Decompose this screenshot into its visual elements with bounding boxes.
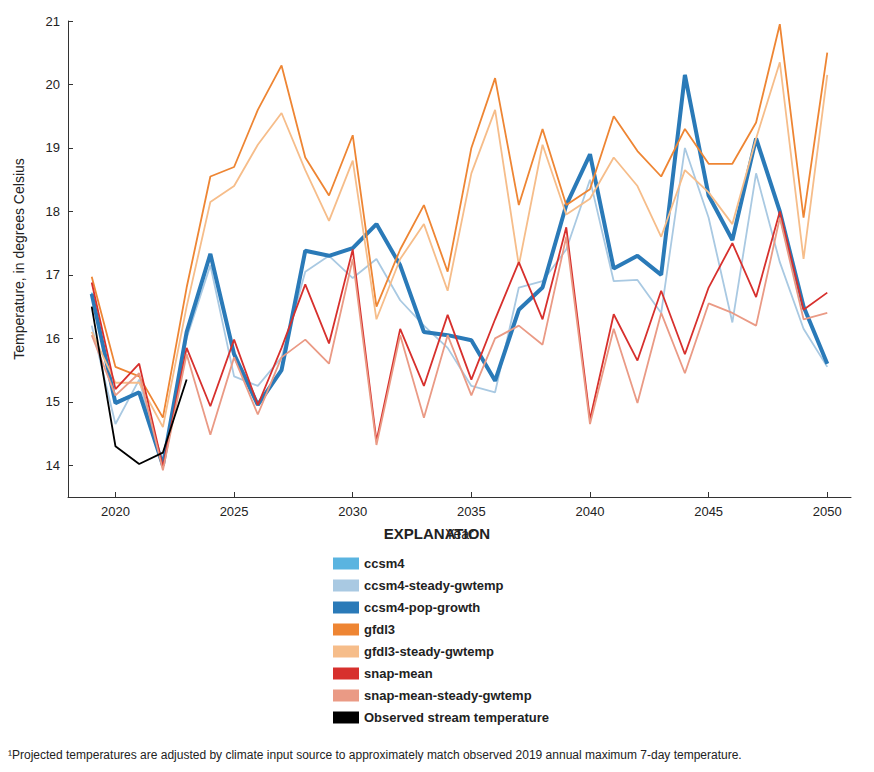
svg-text:Year: Year <box>445 526 474 542</box>
svg-text:2040: 2040 <box>576 504 605 519</box>
svg-text:2030: 2030 <box>338 504 367 519</box>
svg-text:21: 21 <box>46 14 60 29</box>
svg-text:Observed stream temperature: Observed stream temperature <box>364 710 549 725</box>
svg-text:15: 15 <box>46 394 60 409</box>
svg-text:Temperature, in degrees Celsiu: Temperature, in degrees Celsius <box>11 158 27 360</box>
svg-text:18: 18 <box>46 204 60 219</box>
svg-text:20: 20 <box>46 77 60 92</box>
svg-text:ccsm4-pop-growth: ccsm4-pop-growth <box>364 600 480 615</box>
svg-text:snap-mean-steady-gwtemp: snap-mean-steady-gwtemp <box>364 688 532 703</box>
svg-text:14: 14 <box>46 458 60 473</box>
svg-text:17: 17 <box>46 267 60 282</box>
svg-text:gfdl3-steady-gwtemp: gfdl3-steady-gwtemp <box>364 644 494 659</box>
svg-text:2025: 2025 <box>220 504 249 519</box>
svg-text:2035: 2035 <box>457 504 486 519</box>
svg-text:ccsm4: ccsm4 <box>364 556 405 571</box>
svg-text:snap-mean: snap-mean <box>364 666 433 681</box>
svg-text:EXPLANATION: EXPLANATION <box>384 525 490 542</box>
svg-text:ccsm4-steady-gwtemp: ccsm4-steady-gwtemp <box>364 578 503 593</box>
svg-text:16: 16 <box>46 331 60 346</box>
svg-text:19: 19 <box>46 140 60 155</box>
svg-text:2020: 2020 <box>101 504 130 519</box>
svg-text:2050: 2050 <box>813 504 842 519</box>
svg-text:gfdl3: gfdl3 <box>364 622 395 637</box>
svg-text:¹Projected temperatures are ad: ¹Projected temperatures are adjusted by … <box>8 748 742 762</box>
svg-text:2045: 2045 <box>694 504 723 519</box>
